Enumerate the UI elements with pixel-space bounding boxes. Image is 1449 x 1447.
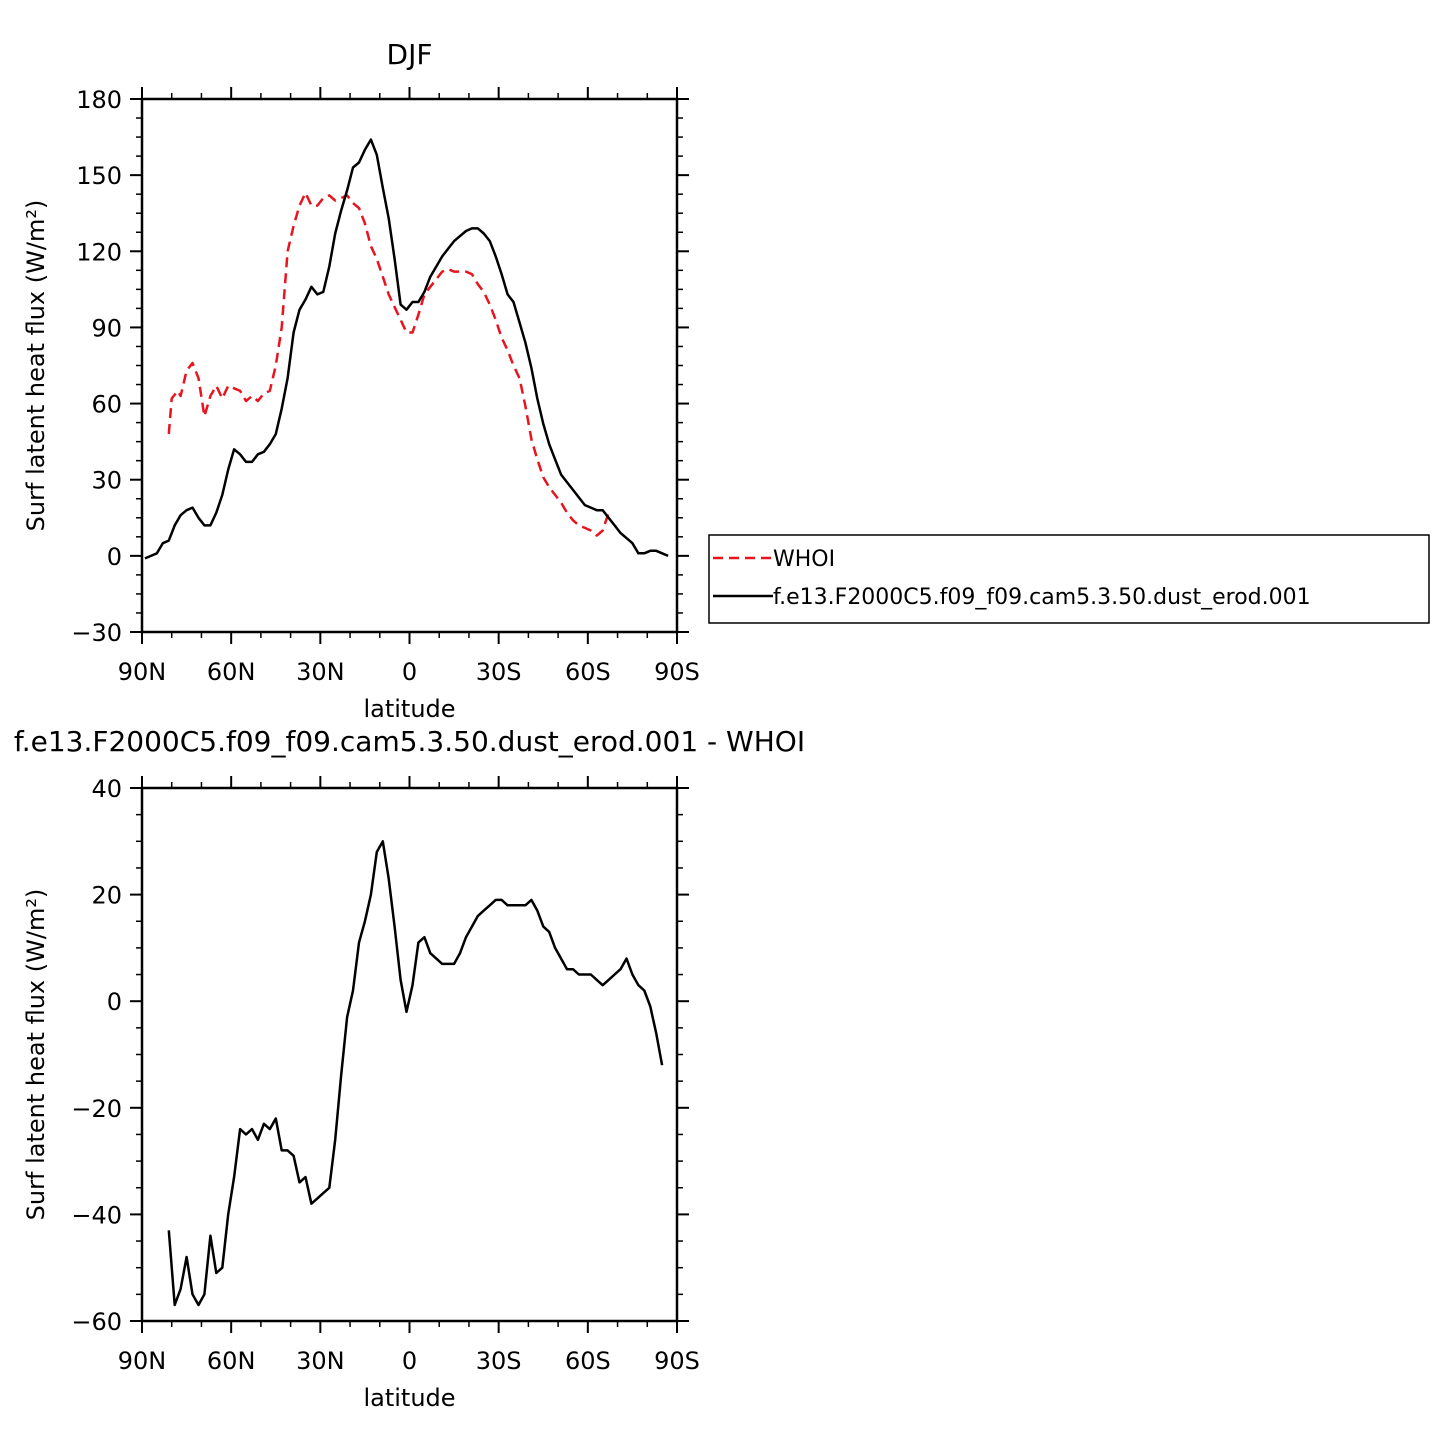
x-tick-label: 60S bbox=[565, 1347, 611, 1375]
y-tick-label: 0 bbox=[107, 988, 122, 1016]
x-tick-label: 90N bbox=[118, 1347, 167, 1375]
x-tick-label: 60S bbox=[565, 658, 611, 686]
series-line-0 bbox=[167, 191, 610, 537]
x-tick-label: 90N bbox=[118, 658, 167, 686]
x-tick-label: 60N bbox=[207, 658, 256, 686]
y-tick-label: −40 bbox=[71, 1201, 122, 1229]
x-tick-label: 0 bbox=[402, 1347, 417, 1375]
x-tick-label: 60N bbox=[207, 1347, 256, 1375]
plot-frame bbox=[140, 97, 679, 634]
y-axis-label: Surf latent heat flux (W/m²) bbox=[22, 200, 50, 532]
series-line-0 bbox=[167, 840, 664, 1307]
x-tick-label: 90S bbox=[654, 1347, 700, 1375]
legend: WHOI f.e13.F2000C5.f09_f09.cam5.3.50.dust… bbox=[708, 534, 1430, 624]
chart-title: f.e13.F2000C5.f09_f09.cam5.3.50.dust_ero… bbox=[14, 725, 805, 758]
y-tick-label: 60 bbox=[91, 391, 122, 419]
x-tick-label: 30S bbox=[476, 658, 522, 686]
x-tick-label: 30N bbox=[296, 658, 345, 686]
y-tick-label: 150 bbox=[76, 162, 122, 190]
y-tick-label: 180 bbox=[76, 86, 122, 114]
plot-frame bbox=[140, 786, 679, 1323]
y-tick-label: 90 bbox=[91, 314, 122, 342]
x-tick-label: 0 bbox=[402, 658, 417, 686]
series-line-1 bbox=[144, 138, 669, 560]
y-tick-label: 120 bbox=[76, 238, 122, 266]
x-tick-label: 30N bbox=[296, 1347, 345, 1375]
x-tick-label: 90S bbox=[654, 658, 700, 686]
y-tick-label: −60 bbox=[71, 1308, 122, 1336]
legend-label-1: f.e13.F2000C5.f09_f09.cam5.3.50.dust_ero… bbox=[773, 585, 1311, 610]
y-tick-label: −30 bbox=[71, 619, 122, 647]
y-tick-label: 20 bbox=[91, 882, 122, 910]
y-tick-label: 40 bbox=[91, 775, 122, 803]
y-tick-label: 30 bbox=[91, 467, 122, 495]
x-tick-label: 30S bbox=[476, 1347, 522, 1375]
bottom-panel-difference: −60 −40 −20 0 20 40 90N 60N 30N 0 30S 60S 90S latitud… bbox=[14, 725, 805, 1412]
chart-title: DJF bbox=[387, 38, 433, 71]
top-panel-djf: −30 0 30 60 90 120 150 180 90N 60N 30N 0 30S 60S 90S la… bbox=[22, 38, 700, 723]
legend-box bbox=[708, 534, 1430, 624]
legend-label-0: WHOI bbox=[773, 547, 835, 572]
y-tick-label: 0 bbox=[107, 543, 122, 571]
x-axis-label: latitude bbox=[363, 695, 455, 723]
y-tick-label: −20 bbox=[71, 1095, 122, 1123]
y-axis-label: Surf latent heat flux (W/m²) bbox=[22, 889, 50, 1221]
x-axis-label: latitude bbox=[363, 1384, 455, 1412]
